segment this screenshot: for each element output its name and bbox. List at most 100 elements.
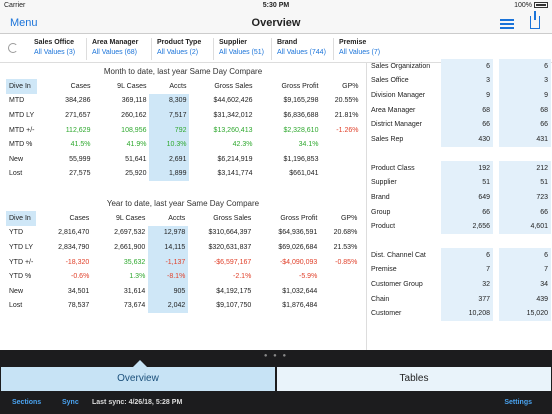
row-label: YTD %: [9, 273, 32, 281]
list-item[interactable]: Customer 10,208 15,020: [367, 306, 551, 321]
sections-button[interactable]: Sections: [12, 399, 42, 406]
list-item[interactable]: Sales Rep 430 431: [367, 131, 551, 147]
dimension-count-last-year: 3: [499, 73, 551, 89]
table-cell[interactable]: 2,691: [149, 151, 190, 167]
table-cell[interactable]: 7,517: [149, 108, 190, 123]
page-dots[interactable]: ● ● ●: [263, 353, 289, 359]
dimension-count-current: 68: [441, 102, 493, 118]
filter-sales-office[interactable]: Sales Office All Values (3): [34, 39, 76, 56]
menu-button[interactable]: Menu: [10, 17, 38, 29]
filter-brand[interactable]: Brand All Values (744): [277, 39, 326, 56]
table-cell[interactable]: 792: [149, 122, 190, 138]
list-item[interactable]: Chain 377 439: [367, 291, 551, 307]
table-cell: $6,836,688: [283, 111, 319, 119]
list-icon[interactable]: [500, 19, 514, 31]
table-cell: 2,661,900: [114, 243, 146, 251]
dive-in-button[interactable]: Dive In: [6, 79, 38, 94]
dimension-count-current: 9: [441, 88, 493, 103]
table-row: New 55,999 51,641 2,691 $6,214,919 $1,196,853: [6, 151, 361, 167]
table-cell: -5.9%: [299, 273, 318, 281]
table-cell[interactable]: 2,042: [148, 298, 189, 314]
dimension-count-current: 7: [441, 262, 493, 278]
list-item[interactable]: Product 2,656 4,601: [367, 219, 551, 234]
list-item[interactable]: Brand 649 723: [367, 190, 551, 205]
table-row: YTD 2,816,470 2,697,532 12,978 $310,664,397 $…: [6, 225, 360, 241]
table-cell: $310,664,397: [208, 229, 252, 237]
table-cell: 2,697,532: [114, 229, 146, 237]
list-item[interactable]: Group 66 66: [367, 204, 551, 220]
table-cell[interactable]: 8,309: [149, 93, 190, 109]
table-cell: [321, 167, 361, 182]
dimension-count-current: 10,208: [441, 306, 493, 321]
list-item[interactable]: Supplier 51 51: [367, 175, 551, 191]
table-cell[interactable]: 14,115: [148, 240, 189, 255]
table-row: New 34,501 31,614 905 $4,192,175 $1,032,644: [6, 283, 360, 299]
table-row: YTD +/- -18,320 35,632 -1,137 -$6,597,167 -$4…: [6, 254, 360, 270]
filter-product-type[interactable]: Product Type All Values (2): [157, 39, 202, 56]
dimension-table-product: Product Class 192 212 Supplier 51 51 Brand 649 7…: [367, 161, 551, 234]
table-row: YTD % -0.6% 1.3% -8.1% -2.1% -5.9%: [6, 269, 360, 284]
list-item[interactable]: Customer Group 32 34: [367, 277, 551, 292]
dimension-count-last-year: 34: [499, 277, 551, 292]
list-item[interactable]: Product Class 192 212: [367, 161, 551, 176]
table-row: YTD LY 2,834,790 2,661,900 14,115 $320,631,8…: [6, 240, 360, 255]
dimension-label: Division Manager: [371, 91, 426, 99]
dimension-label: Supplier: [371, 179, 397, 187]
tab-tables[interactable]: Tables: [277, 367, 551, 391]
share-icon[interactable]: [530, 11, 540, 29]
dimension-count-last-year: 723: [499, 190, 551, 205]
filter-supplier[interactable]: Supplier All Values (51): [219, 39, 265, 56]
filter-area-manager[interactable]: Area Manager All Values (68): [92, 39, 139, 56]
table-cell: 108,956: [121, 126, 147, 134]
table-cell[interactable]: 1,899: [149, 166, 190, 182]
table-cell: 35,632: [123, 258, 146, 266]
table-cell: -1.26%: [336, 126, 359, 134]
table-cell: $4,192,175: [216, 287, 252, 295]
dimension-label: Sales Rep: [371, 135, 404, 143]
table-cell: $661,041: [289, 170, 319, 178]
dimension-count-last-year: 212: [499, 161, 551, 176]
row-label: Lost: [9, 302, 23, 310]
sync-button[interactable]: Sync: [62, 399, 79, 406]
table-cell[interactable]: 10.3%: [149, 137, 190, 152]
table-row: MTD +/- 112,629 108,956 792 $13,260,413 $2,32…: [6, 122, 361, 138]
list-item[interactable]: District Manager 66 66: [367, 117, 551, 132]
table-cell: 42.3%: [232, 141, 253, 149]
dimension-count-current: 66: [441, 204, 493, 220]
dimension-count-last-year: 4,601: [499, 219, 551, 234]
table-cell: 34,501: [67, 287, 90, 295]
table-cell: $6,214,919: [217, 155, 253, 163]
list-item[interactable]: Sales Organization 6 6: [367, 59, 551, 74]
list-item[interactable]: Premise 7 7: [367, 262, 551, 278]
dimension-label: Sales Organization: [371, 62, 431, 70]
table-cell: $320,631,837: [208, 243, 252, 251]
table-cell: $13,260,413: [213, 126, 253, 134]
refresh-icon[interactable]: [8, 43, 18, 53]
list-item[interactable]: Dist. Channel Cat 6 6: [367, 248, 551, 263]
table-cell: $64,936,591: [278, 229, 318, 237]
table-cell: 271,657: [65, 111, 91, 119]
row-label: New: [9, 287, 24, 295]
row-label: YTD LY: [9, 243, 33, 251]
summary-panel: Month to date, last year Same Day Compar…: [0, 63, 366, 373]
table-cell: 34.1%: [298, 141, 319, 149]
battery-icon: [534, 2, 548, 9]
dimension-panel: Sales Organization 6 6 Sales Office 3 3 Divisi…: [366, 59, 552, 353]
table-cell[interactable]: -1,137: [148, 254, 189, 270]
tab-overview[interactable]: Overview: [1, 367, 275, 391]
dimension-label: Area Manager: [371, 106, 416, 114]
dive-in-button[interactable]: Dive In: [6, 211, 37, 226]
settings-button[interactable]: Settings: [504, 399, 532, 406]
table-row: MTD % 41.5% 41.9% 10.3% 42.3% 34.1%: [6, 137, 361, 152]
list-item[interactable]: Division Manager 9 9: [367, 88, 551, 103]
filter-premise[interactable]: Premise All Values (7): [339, 39, 381, 56]
table-cell[interactable]: 905: [148, 283, 189, 299]
list-item[interactable]: Area Manager 68 68: [367, 102, 551, 118]
mtd-title: Month to date, last year Same Day Compar…: [103, 67, 263, 76]
list-item[interactable]: Sales Office 3 3: [367, 73, 551, 89]
dimension-count-current: 6: [441, 248, 493, 263]
dimension-label: Group: [371, 208, 391, 216]
table-cell[interactable]: 12,978: [148, 225, 189, 241]
table-cell[interactable]: -8.1%: [148, 269, 189, 284]
table-cell: $1,196,853: [283, 155, 319, 163]
